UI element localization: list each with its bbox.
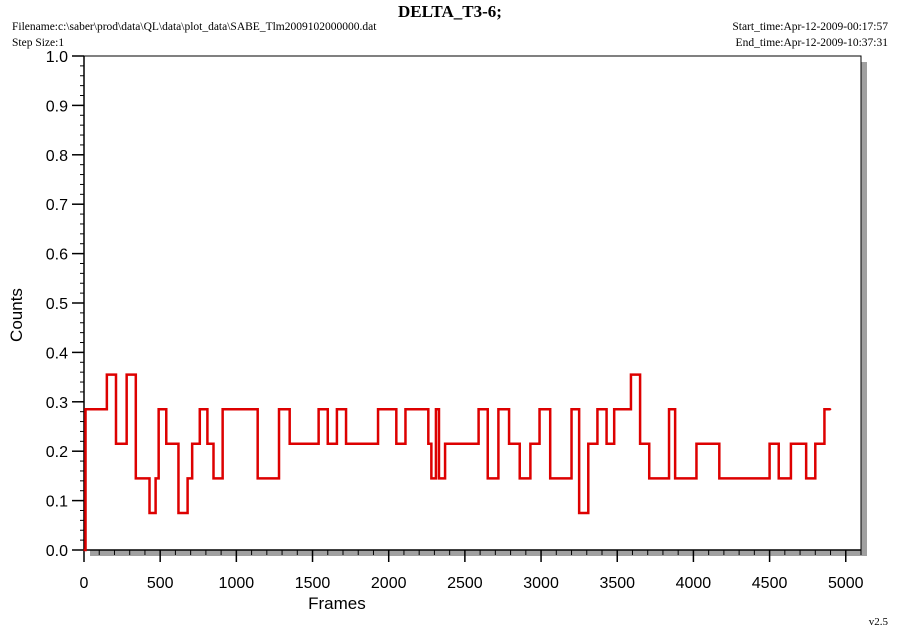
data-point <box>648 477 651 480</box>
data-point <box>83 549 85 551</box>
y-tick-label: 0.2 <box>46 444 68 461</box>
data-point <box>768 442 771 445</box>
x-tick-label: 3500 <box>599 575 635 592</box>
data-point <box>317 408 320 411</box>
x-tick-label: 4000 <box>676 575 712 592</box>
data-point <box>578 512 580 514</box>
data-point <box>777 477 780 480</box>
data-point <box>427 442 430 445</box>
data-point <box>605 442 608 445</box>
x-tick-label: 0 <box>80 575 89 592</box>
end-time-label: End_time:Apr-12-2009-10:37:31 <box>735 37 888 49</box>
data-point <box>613 408 615 411</box>
y-tick-label: 0.1 <box>46 494 68 511</box>
y-axis-title: Counts <box>7 288 26 342</box>
data-point <box>135 477 137 480</box>
data-point <box>157 408 160 411</box>
y-tick-label: 0.9 <box>46 98 68 115</box>
x-tick-label: 4500 <box>752 575 788 592</box>
data-point <box>477 408 480 411</box>
data-point <box>529 442 532 445</box>
data-point <box>430 477 433 480</box>
y-tick-label: 0.6 <box>46 247 68 264</box>
data-point <box>630 373 632 376</box>
data-point <box>518 477 521 480</box>
data-point <box>186 477 189 480</box>
data-point <box>198 408 201 411</box>
start-time-label: Start_time:Apr-12-2009-00:17:57 <box>732 21 888 33</box>
x-tick-label: 2000 <box>371 575 407 592</box>
y-tick-label: 0.3 <box>46 395 68 412</box>
data-point <box>596 408 599 411</box>
data-point <box>144 477 146 480</box>
data-point <box>790 442 792 445</box>
y-tick-label: 1.0 <box>46 49 68 66</box>
data-point <box>549 477 551 480</box>
data-point <box>538 408 541 411</box>
x-tick-label: 2500 <box>447 575 483 592</box>
data-point <box>377 408 379 411</box>
data-point <box>508 442 510 445</box>
filename-label: Filename:c:\saber\prod\data\QL\data\plot… <box>12 21 377 33</box>
data-point <box>154 477 157 480</box>
data-point <box>805 477 807 480</box>
data-point <box>718 477 721 480</box>
chart-title: DELTA_T3-6; <box>398 2 502 21</box>
x-tick-label: 500 <box>147 575 174 592</box>
data-point <box>814 442 817 445</box>
y-tick-label: 0.5 <box>46 296 68 313</box>
data-point <box>668 408 670 411</box>
y-tick-label: 0.7 <box>46 197 68 214</box>
x-tick-label: 1000 <box>219 575 255 592</box>
data-point <box>106 373 108 376</box>
data-point <box>125 373 128 376</box>
data-point <box>221 408 224 411</box>
data-point <box>177 512 180 514</box>
data-point <box>148 512 151 514</box>
x-tick-label: 5000 <box>828 575 864 592</box>
y-tick-label: 0.0 <box>46 543 68 560</box>
data-point <box>486 477 489 480</box>
data-point <box>212 477 215 480</box>
x-tick-label: 1500 <box>295 575 331 592</box>
data-point <box>206 442 209 445</box>
data-point <box>444 442 446 445</box>
data-point <box>450 442 452 445</box>
data-point <box>823 408 826 411</box>
data-point <box>497 408 500 411</box>
data-point <box>326 442 329 445</box>
data-point <box>695 442 698 445</box>
data-point <box>115 442 117 445</box>
data-point <box>191 442 193 445</box>
version-label: v2.5 <box>868 616 888 628</box>
data-point <box>570 408 573 411</box>
x-axis-title: Frames <box>308 594 366 613</box>
data-point <box>395 442 398 445</box>
data-point <box>345 442 347 445</box>
data-point <box>336 408 338 411</box>
data-point <box>278 408 280 411</box>
y-tick-label: 0.4 <box>46 345 68 362</box>
data-point <box>174 442 177 445</box>
data-point <box>435 408 437 411</box>
plot-area <box>83 55 862 551</box>
data-point <box>674 477 676 480</box>
data-point <box>829 408 832 411</box>
x-tick-label: 3000 <box>523 575 559 592</box>
data-point <box>438 477 440 480</box>
data-point <box>624 408 626 411</box>
step-size-label: Step Size:1 <box>12 37 65 49</box>
data-point <box>404 408 407 411</box>
data-point <box>256 477 259 480</box>
data-point <box>84 408 87 411</box>
data-point <box>165 442 168 445</box>
data-point <box>639 442 641 445</box>
data-point <box>288 442 291 445</box>
data-point <box>587 442 590 445</box>
y-tick-label: 0.8 <box>46 148 68 165</box>
